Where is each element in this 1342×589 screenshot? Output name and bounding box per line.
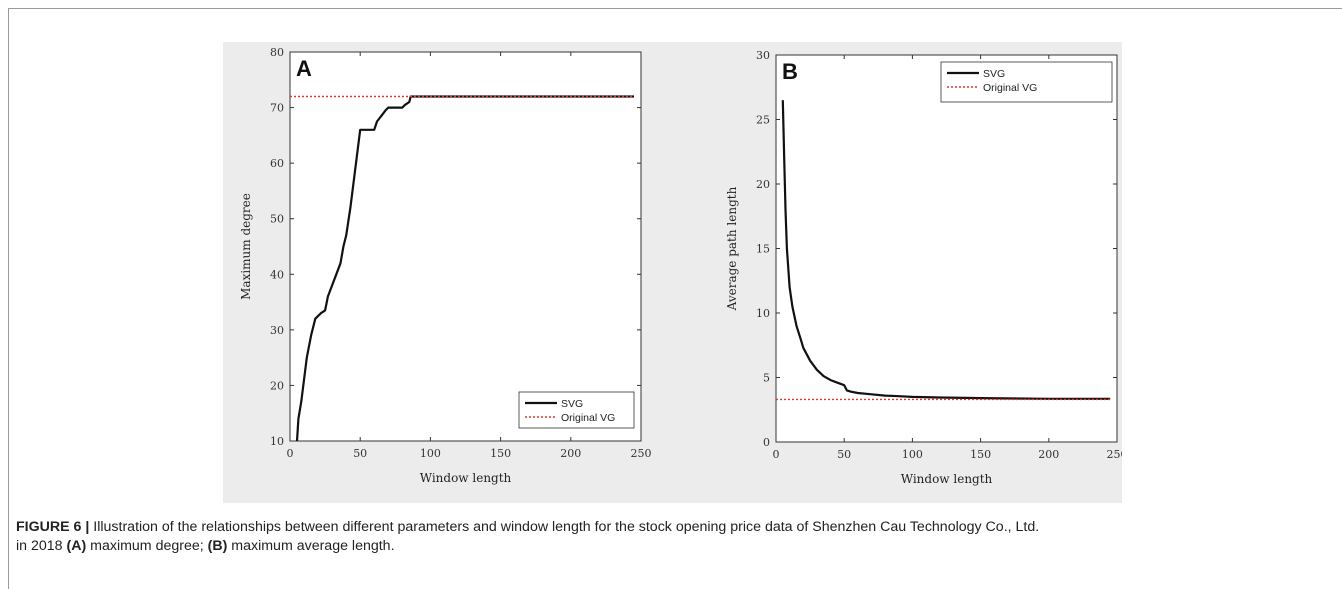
y-tick-label: 15	[756, 243, 770, 256]
y-tick-label: 10	[756, 307, 770, 320]
x-tick-label: 0	[773, 448, 780, 461]
caption-b-label: (B)	[207, 538, 228, 554]
x-axis-label: Window length	[420, 471, 512, 485]
caption-line1: Illustration of the relationships betwee…	[89, 519, 1040, 535]
caption-line2-pre: in 2018	[16, 538, 67, 554]
y-tick-label: 70	[270, 102, 284, 115]
caption-b-text: maximum average length.	[227, 538, 395, 554]
y-tick-label: 5	[763, 372, 770, 385]
legend-label: SVG	[561, 398, 583, 410]
legend-box	[518, 391, 635, 429]
panel-label: B	[782, 59, 798, 84]
x-tick-label: 0	[287, 447, 294, 460]
y-tick-label: 50	[270, 213, 284, 226]
y-tick-label: 60	[270, 157, 284, 170]
y-tick-label: 30	[756, 49, 770, 62]
legend-label: Original VG	[983, 82, 1037, 94]
panel-label: A	[296, 56, 312, 81]
x-tick-label: 250	[1107, 448, 1123, 461]
x-tick-label: 250	[631, 447, 652, 460]
y-tick-label: 0	[763, 436, 770, 449]
caption-label: FIGURE 6 |	[16, 519, 90, 535]
x-tick-label: 100	[902, 448, 923, 461]
plot-area-a	[289, 51, 642, 442]
y-tick-label: 20	[756, 178, 770, 191]
y-tick-label: 30	[270, 324, 284, 337]
figure-frame	[8, 8, 1342, 589]
series-line-svg	[295, 95, 634, 442]
x-tick-label: 150	[490, 447, 511, 460]
x-tick-label: 200	[560, 447, 581, 460]
y-tick-label: 80	[270, 46, 284, 59]
y-tick-label: 10	[270, 435, 284, 448]
legend-box	[940, 61, 1113, 103]
x-axis-label: Window length	[901, 472, 993, 486]
figure-panel: 0 50 100 150 200 250 10 20 30 40 50 60 70 80 Window le…	[223, 42, 1122, 503]
legend-label: SVG	[983, 68, 1005, 80]
y-tick-label: 40	[270, 268, 284, 281]
x-tick-label: 50	[353, 447, 367, 460]
x-tick-label: 50	[837, 448, 851, 461]
legend-label: Original VG	[561, 412, 615, 424]
series-line-svg	[781, 100, 1111, 400]
x-tick-label: 100	[420, 447, 441, 460]
y-tick-label: 20	[270, 379, 284, 392]
caption-a-text: maximum degree;	[86, 538, 208, 554]
x-tick-label: 200	[1038, 448, 1059, 461]
y-axis-label: Average path length	[725, 186, 739, 311]
y-tick-label: 25	[756, 114, 770, 127]
caption-a-label: (A)	[66, 538, 87, 554]
y-axis-label: Maximum degree	[239, 193, 253, 300]
plot-area-b	[775, 54, 1118, 443]
x-tick-label: 150	[970, 448, 991, 461]
figure-caption: FIGURE 6 | Illustration of the relations…	[16, 518, 1316, 556]
